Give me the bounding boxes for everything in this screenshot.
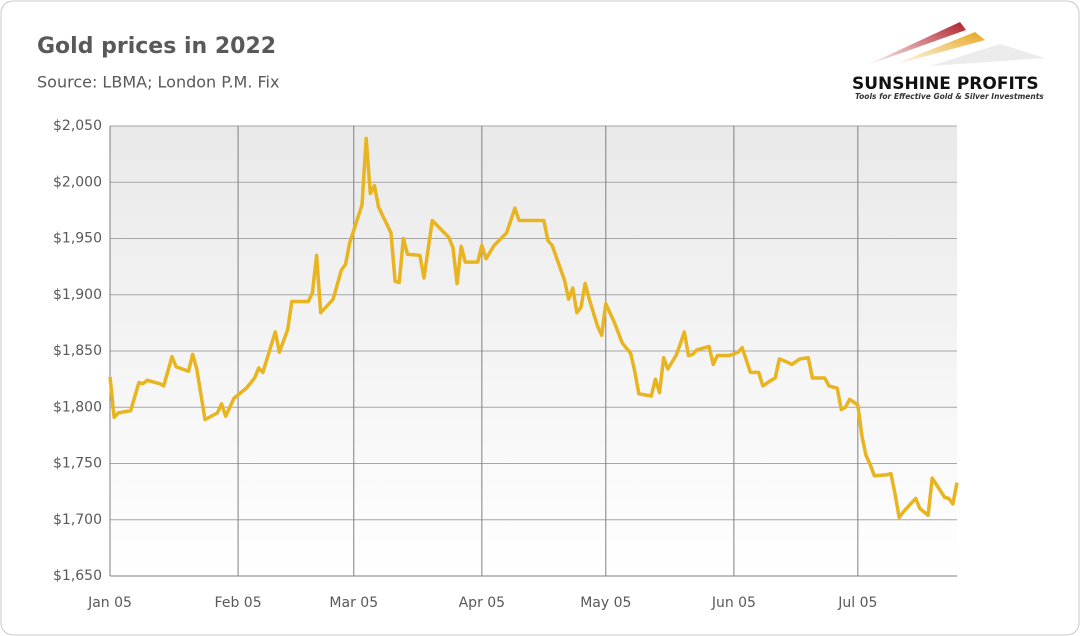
- x-tick-label: Apr 05: [459, 595, 505, 611]
- logo-name: SUNSHINE PROFITS: [852, 74, 1039, 94]
- x-tick-label: May 05: [580, 595, 631, 611]
- x-tick-label: Mar 05: [329, 595, 378, 611]
- x-tick-label: Jun 05: [711, 595, 756, 611]
- logo-swoosh: [890, 32, 985, 66]
- chart-subtitle: Source: LBMA; London P.M. Fix: [37, 73, 279, 92]
- x-tick-label: Jan 05: [87, 595, 132, 611]
- logo-swoosh: [865, 22, 966, 66]
- y-tick-label: $2,050: [53, 118, 102, 134]
- y-tick-label: $1,850: [53, 343, 102, 359]
- x-tick-label: Feb 05: [215, 595, 262, 611]
- logo-swoosh: [930, 44, 1045, 66]
- x-tick-label: Jul 05: [837, 595, 877, 611]
- logo: SUNSHINE PROFITS Tools for Effective Gol…: [852, 22, 1045, 101]
- logo-tagline: Tools for Effective Gold & Silver Invest…: [855, 92, 1044, 101]
- y-tick-label: $1,700: [53, 512, 102, 528]
- y-tick-label: $1,800: [53, 399, 102, 415]
- y-tick-label: $1,750: [53, 456, 102, 472]
- y-tick-label: $1,950: [53, 231, 102, 247]
- price-line: [108, 136, 959, 520]
- y-tick-label: $1,900: [53, 287, 102, 303]
- y-tick-label: $2,000: [53, 174, 102, 190]
- y-tick-label: $1,650: [53, 568, 102, 584]
- chart-title: Gold prices in 2022: [37, 34, 276, 59]
